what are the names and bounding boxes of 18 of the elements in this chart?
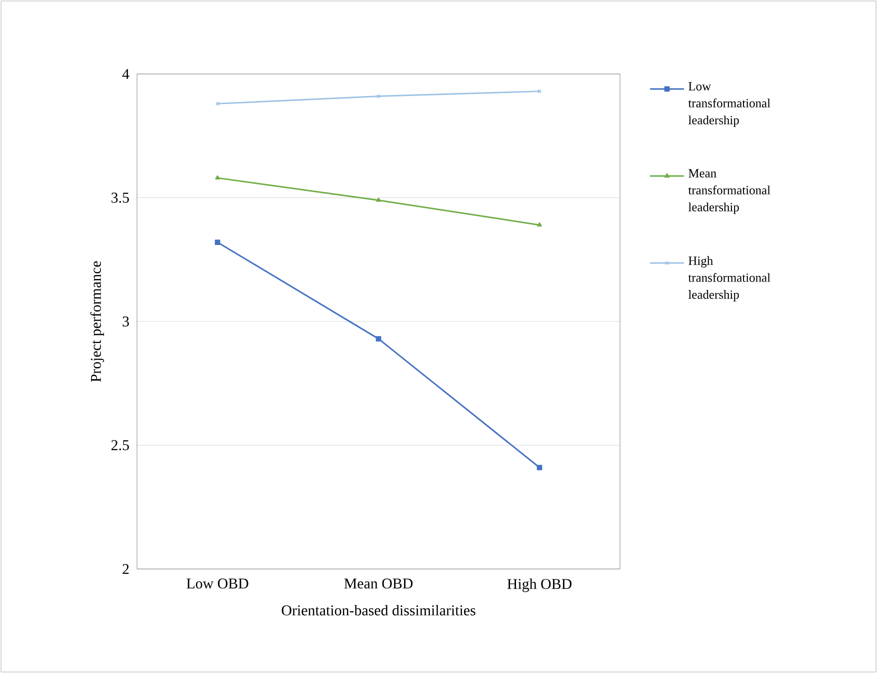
point — [537, 222, 542, 227]
y-tick-label: 2 — [122, 564, 129, 574]
y-tick-label: 3.5 — [112, 192, 129, 203]
point — [214, 240, 220, 245]
x-tick-label: High OBD — [507, 578, 572, 592]
point — [376, 336, 382, 342]
y-tick-label: 2.5 — [111, 440, 129, 450]
legend-label: High transformational leadership — [688, 256, 770, 302]
legend-label: Low transformational leadership — [688, 82, 770, 127]
point — [215, 175, 220, 180]
y-tick-label: 4 — [122, 69, 130, 79]
y-tick-label: 3 — [122, 316, 129, 326]
point — [376, 198, 381, 202]
x-tick-label: Low OBD — [186, 578, 248, 589]
x-axis-title: Orientation-based dissimilarities — [282, 604, 476, 616]
legend-label: Mean transformational leadership — [688, 169, 770, 214]
y-axis-title: Project performance — [90, 261, 104, 382]
x-tick-label: Mean OBD — [344, 578, 413, 589]
